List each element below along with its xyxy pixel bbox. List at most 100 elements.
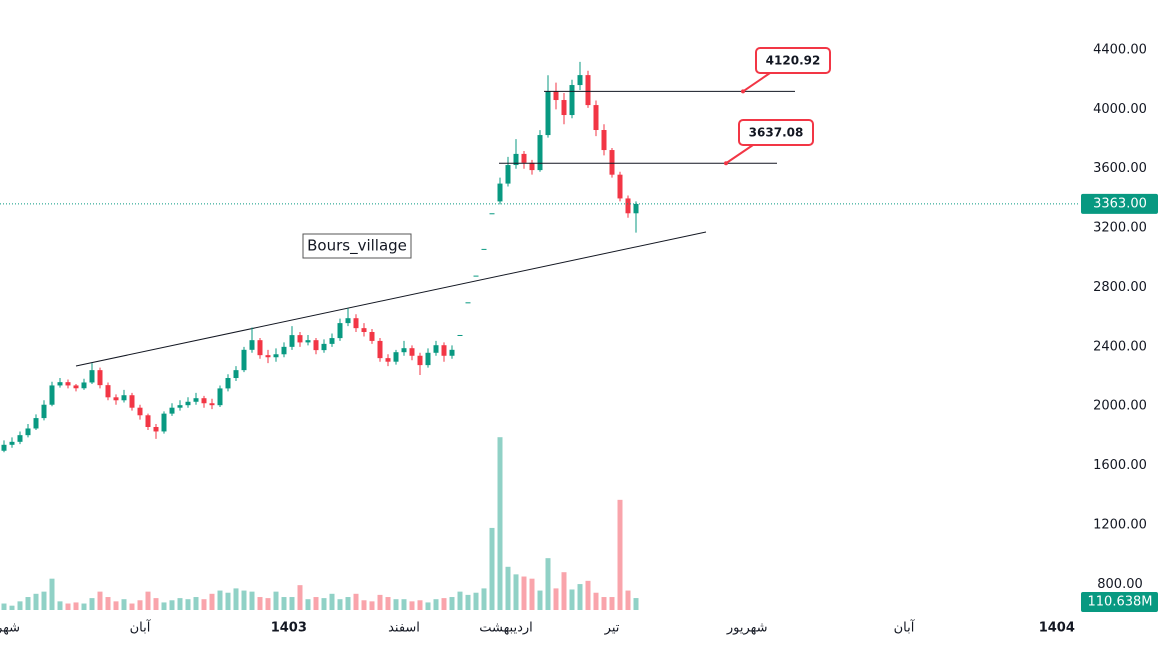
candle-body	[65, 382, 71, 386]
volume-bar	[289, 597, 295, 610]
x-tick-label: شهریور	[726, 621, 768, 636]
volume-bar	[201, 599, 207, 610]
volume-bar	[441, 598, 447, 610]
callout-dot	[724, 161, 728, 166]
candle-body	[561, 100, 567, 116]
volume-bar	[89, 598, 95, 610]
volume-bar	[305, 599, 311, 610]
candle-body	[497, 183, 503, 202]
candle-body	[305, 340, 311, 343]
volume-bar	[521, 576, 527, 610]
candle-body	[521, 153, 527, 163]
volume-bar	[145, 591, 151, 610]
candle-body	[329, 338, 335, 344]
volume-bar	[185, 599, 191, 610]
volume-bar	[497, 437, 503, 610]
volume-bar	[313, 597, 319, 610]
candle-body	[377, 340, 383, 359]
x-tick-label: اسفند	[388, 621, 420, 636]
x-tick-label: 1404	[1039, 621, 1075, 636]
candle-body	[457, 334, 463, 336]
volume-bar	[401, 599, 407, 610]
candle-body	[617, 174, 623, 199]
candle-body	[249, 340, 255, 350]
watermark: Bours_village	[307, 237, 407, 256]
last-volume-label: 110.638M	[1088, 595, 1153, 610]
volume-bar	[153, 598, 159, 610]
volume-bar	[561, 572, 567, 610]
volume-bar	[553, 588, 559, 610]
volume-bar	[601, 597, 607, 610]
x-tick-label: 1403	[271, 621, 307, 636]
volume-bar	[273, 591, 279, 610]
volume-bar	[329, 593, 335, 610]
watermark-box	[302, 233, 412, 259]
volume-bar	[409, 601, 415, 610]
volume-bar	[281, 597, 287, 610]
candle-body	[97, 370, 103, 386]
candle-body	[585, 75, 591, 106]
volume-bar	[25, 597, 31, 610]
volume-bar	[369, 601, 375, 610]
volume-bar	[377, 594, 383, 610]
candle-body	[441, 345, 447, 356]
candle-body	[281, 346, 287, 355]
candle-body	[601, 130, 607, 151]
volume-bar	[265, 598, 271, 610]
volume-bar	[465, 594, 471, 610]
candle-body	[25, 428, 31, 436]
candle-body	[57, 382, 63, 386]
candle-body	[113, 397, 119, 401]
candle-body	[569, 85, 575, 116]
y-tick-label: 2400.00	[1093, 339, 1147, 354]
candle-body	[145, 415, 151, 427]
x-tick-label: آبان	[894, 619, 916, 636]
callout-label: 3637.08	[749, 126, 804, 140]
volume-bar	[113, 601, 119, 610]
last-volume-box	[1081, 592, 1158, 612]
volume-bar	[81, 603, 87, 610]
candle-body	[89, 370, 95, 383]
volume-bar	[49, 578, 55, 610]
y-tick-label: 800.00	[1097, 577, 1143, 592]
volume-bar	[57, 601, 63, 610]
y-tick-label: 2800.00	[1093, 280, 1147, 295]
candle-body	[49, 385, 55, 405]
volume-bar	[385, 597, 391, 610]
candle-body	[193, 398, 199, 402]
candle-body	[81, 382, 87, 389]
volume-bar	[121, 599, 127, 610]
volume-bar	[257, 597, 263, 610]
volume-bar	[193, 597, 199, 610]
candle-body	[529, 162, 535, 171]
volume-bar	[617, 499, 623, 610]
volume-bar	[249, 591, 255, 610]
volume-bar	[585, 580, 591, 610]
volume-bar	[161, 602, 167, 610]
callout-box	[738, 119, 814, 146]
candle-body	[401, 348, 407, 353]
volume-bar	[457, 591, 463, 610]
candle-body	[353, 318, 359, 329]
candle-body	[153, 426, 159, 432]
y-tick-label: 1200.00	[1093, 517, 1147, 532]
volume-bar	[241, 590, 247, 610]
candle-body	[417, 355, 423, 366]
candle-body	[465, 302, 471, 304]
candle-body	[273, 354, 279, 358]
candle-body	[105, 385, 111, 398]
callout-pointer	[742, 72, 771, 93]
volume-bar	[97, 591, 103, 610]
candle-body	[625, 198, 631, 214]
volume-bar	[345, 597, 351, 610]
candle-body	[201, 398, 207, 404]
last-price-box	[1081, 193, 1158, 214]
volume-bar	[33, 593, 39, 610]
last-price-label: 3363.00	[1093, 196, 1147, 211]
y-tick-label: 2000.00	[1093, 399, 1147, 414]
candle-body	[337, 323, 343, 339]
candle-body	[121, 395, 127, 401]
candle-body	[241, 349, 247, 371]
volume-bar	[233, 588, 239, 610]
